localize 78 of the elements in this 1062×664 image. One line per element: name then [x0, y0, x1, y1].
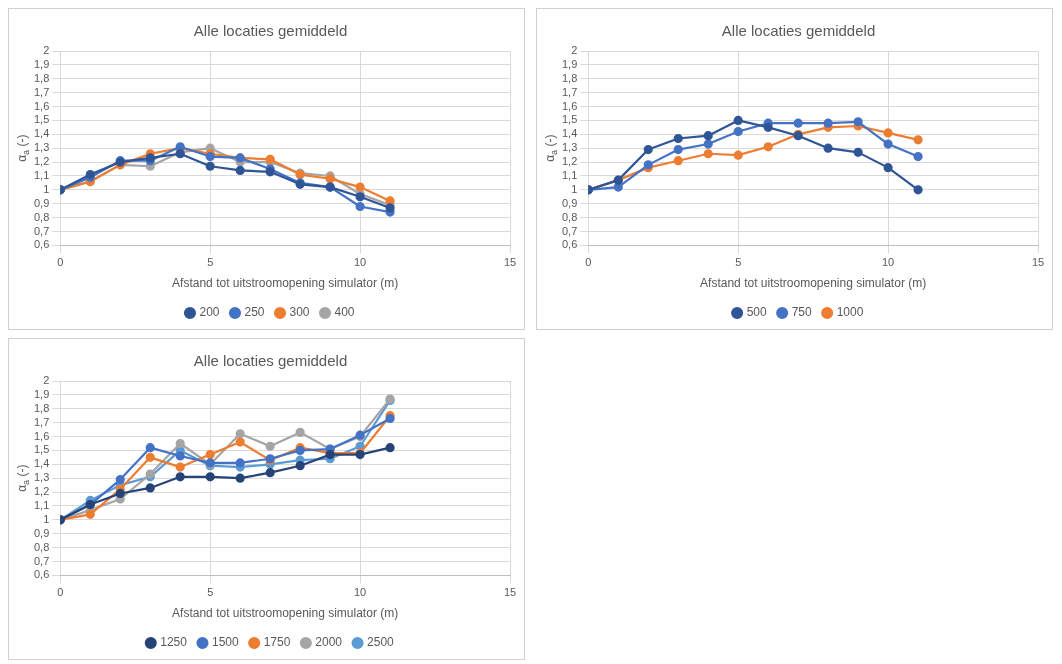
legend-label: 300 [289, 305, 310, 320]
y-tick-label: 0,7 [33, 224, 50, 237]
legend-label: 1250 [160, 635, 188, 650]
y-tick-label: 0,9 [33, 526, 50, 539]
x-axis-title: Afstand tot uitstroomopening simulator (m) [700, 276, 927, 291]
y-tick-label: 1,2 [33, 155, 50, 168]
y-tick-label: 2 [571, 44, 578, 57]
x-tick-label: 15 [503, 586, 517, 599]
y-tick-label: 0,6 [33, 238, 50, 251]
x-tick-label: 10 [353, 256, 367, 269]
legend-label: 1500 [211, 635, 239, 650]
y-tick-label: 1,3 [33, 471, 50, 484]
legend-label: 750 [791, 305, 812, 320]
y-tick-label: 1,1 [561, 169, 578, 181]
y-tick-label: 0,6 [33, 568, 50, 581]
y-tick-label: 0,7 [561, 224, 578, 237]
x-tick-label: 5 [207, 586, 214, 599]
y-tick-label: 1,9 [561, 57, 578, 70]
y-tick-label: 1,1 [33, 499, 50, 511]
chart-title: Alle locaties gemiddeld [193, 352, 348, 370]
legend-label: 1750 [263, 635, 291, 650]
y-tick-label: 0,7 [33, 554, 50, 567]
y-tick-label: 1,4 [561, 127, 578, 140]
y-tick-label: 0,8 [33, 210, 50, 223]
y-tick-label: 1,5 [561, 113, 578, 126]
y-tick-label: 0,9 [33, 196, 50, 209]
x-tick-label: 10 [353, 586, 367, 599]
y-tick-label: 0,8 [33, 540, 50, 553]
x-tick-label: 0 [585, 256, 592, 269]
y-tick-label: 1,4 [33, 127, 50, 140]
x-axis-title: Afstand tot uitstroomopening simulator (m) [172, 606, 399, 621]
x-tick-label: 10 [881, 256, 895, 269]
y-tick-label: 1,2 [33, 485, 50, 498]
y-tick-label: 2 [43, 374, 50, 387]
x-tick-label: 0 [57, 586, 64, 599]
y-axis-title: αa (-) [15, 464, 32, 492]
x-tick-label: 5 [207, 256, 214, 269]
y-axis-title: αa (-) [15, 134, 32, 162]
y-tick-label: 1,9 [33, 57, 50, 70]
y-axis-title: αa (-) [543, 134, 560, 162]
y-tick-label: 1 [571, 182, 578, 195]
legend-label: 250 [244, 305, 265, 320]
y-tick-label: 1,1 [33, 169, 50, 181]
y-tick-label: 1,3 [33, 141, 50, 154]
y-tick-label: 1,8 [33, 401, 50, 414]
y-tick-label: 1,7 [33, 85, 50, 98]
y-tick-label: 1,3 [561, 141, 578, 154]
y-tick-label: 0,9 [561, 196, 578, 209]
y-tick-label: 1 [43, 512, 50, 525]
y-tick-label: 1,6 [33, 99, 50, 112]
y-tick-label: 1,5 [33, 443, 50, 456]
y-tick-label: 1,5 [33, 113, 50, 126]
y-tick-label: 1 [43, 182, 50, 195]
x-tick-label: 15 [1031, 256, 1045, 269]
y-tick-label: 1,8 [33, 71, 50, 84]
legend-label: 2500 [367, 635, 395, 650]
legend-label: 200 [199, 305, 220, 320]
x-tick-label: 0 [57, 256, 64, 269]
y-tick-label: 2 [43, 44, 50, 57]
y-tick-label: 1,6 [33, 429, 50, 442]
chart-title: Alle locaties gemiddeld [193, 22, 348, 40]
y-tick-label: 0,8 [561, 210, 578, 223]
y-tick-label: 1,2 [561, 155, 578, 168]
x-axis-title: Afstand tot uitstroomopening simulator (m) [172, 276, 399, 291]
y-tick-label: 1,7 [561, 85, 578, 98]
legend-label: 500 [746, 305, 767, 320]
x-tick-label: 5 [735, 256, 742, 269]
y-tick-label: 1,6 [561, 99, 578, 112]
x-tick-label: 15 [503, 256, 517, 269]
y-tick-label: 1,8 [561, 71, 578, 84]
legend-label: 1000 [836, 305, 864, 320]
legend-label: 400 [334, 305, 355, 320]
legend-label: 2000 [315, 635, 343, 650]
y-tick-label: 1,7 [33, 415, 50, 428]
y-tick-label: 1,4 [33, 457, 50, 470]
y-tick-label: 1,9 [33, 387, 50, 400]
chart-title: Alle locaties gemiddeld [721, 22, 876, 40]
y-tick-label: 0,6 [561, 238, 578, 251]
